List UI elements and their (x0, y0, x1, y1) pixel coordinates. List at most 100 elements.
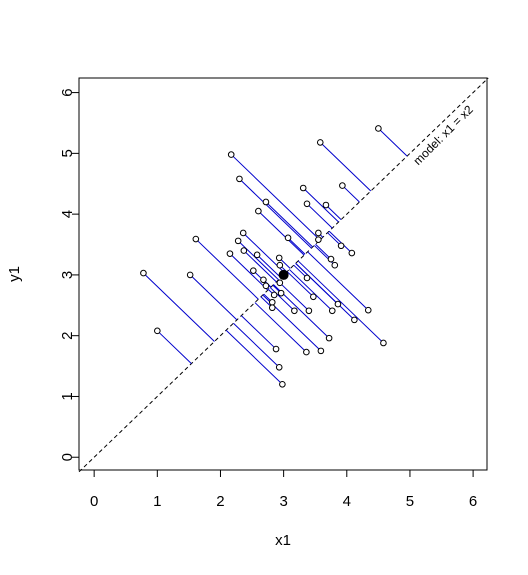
point (276, 279, 284, 287)
projection-segment (328, 230, 353, 254)
point (275, 363, 283, 371)
y-tick-label: 5 (59, 149, 76, 157)
point (226, 250, 234, 257)
point (284, 234, 292, 242)
projection-segment (243, 250, 277, 283)
projection-segment (295, 263, 355, 321)
point (328, 307, 336, 315)
point (140, 269, 147, 277)
point (270, 291, 278, 299)
projection-segment (258, 210, 305, 256)
annotation: model: x1 = x2 (411, 102, 477, 168)
point (236, 175, 243, 183)
x-tick-label: 2 (216, 493, 224, 510)
projection-segment (378, 128, 408, 157)
x-tick-label: 6 (469, 493, 477, 510)
point (268, 304, 276, 312)
x-tick-label: 0 (90, 493, 98, 510)
projection-segment (286, 271, 314, 298)
projection-segment (265, 201, 314, 248)
x-tick-label: 5 (406, 493, 414, 510)
projection-segment (230, 154, 321, 241)
point (272, 345, 280, 353)
point (327, 255, 335, 263)
projection-segment (189, 274, 238, 321)
point (303, 200, 311, 208)
projection-segment (239, 178, 312, 249)
projection-segment (156, 330, 192, 365)
point (317, 347, 325, 355)
projection-segment (240, 315, 277, 350)
projection-segment (233, 322, 280, 368)
x-tick-label: 1 (153, 493, 161, 510)
point (250, 267, 257, 274)
point (253, 251, 261, 259)
point (380, 339, 387, 347)
projection-segment (256, 254, 282, 279)
projection-segment (195, 238, 259, 300)
point (364, 306, 372, 314)
y-tick-label: 4 (59, 210, 76, 218)
point (331, 261, 339, 269)
point (299, 184, 307, 192)
y-axis-label: y1 (6, 266, 23, 282)
projection-segment (342, 185, 360, 203)
point (316, 139, 324, 146)
point (339, 182, 346, 189)
point (310, 293, 317, 301)
point (239, 229, 247, 237)
point (192, 235, 200, 243)
point (325, 334, 333, 342)
x-tick-label: 3 (279, 493, 287, 510)
point (276, 261, 284, 269)
point (262, 198, 270, 206)
point (279, 381, 286, 388)
projection-segment (319, 142, 372, 192)
projection-segment (270, 287, 295, 312)
center-point (278, 269, 289, 280)
point (303, 348, 310, 356)
point (305, 307, 313, 315)
point (337, 242, 345, 250)
y-tick-label: 1 (59, 392, 76, 400)
point (234, 237, 242, 245)
point (262, 282, 270, 290)
point (275, 254, 283, 262)
x-axis-label: x1 (275, 532, 291, 549)
projection-segment (229, 253, 269, 291)
y-tick-label: 0 (59, 453, 76, 461)
projection-segment (225, 329, 283, 385)
point (303, 274, 311, 282)
point (375, 125, 382, 132)
projection-segment (237, 240, 279, 281)
point (240, 247, 248, 254)
projection-segment (288, 269, 333, 312)
y-tick-label: 6 (59, 88, 76, 96)
projection-segment (277, 280, 310, 312)
point (348, 249, 356, 257)
point (291, 307, 298, 315)
projection-segment (287, 237, 306, 255)
point (334, 300, 342, 308)
y-tick-label: 3 (59, 271, 76, 279)
projection-segment (143, 272, 215, 342)
point (351, 316, 358, 324)
point (154, 327, 161, 335)
point (227, 151, 235, 158)
point (315, 236, 322, 243)
point (186, 271, 194, 279)
point (260, 276, 267, 284)
projection-segment (315, 243, 332, 260)
point (255, 207, 262, 215)
y-tick-label: 2 (59, 332, 76, 340)
projection-segment (254, 302, 307, 353)
projection-segment (307, 251, 369, 311)
point (315, 229, 322, 237)
point (322, 201, 330, 209)
point (277, 289, 285, 297)
point (268, 298, 276, 306)
projection-segment (297, 260, 384, 344)
x-tick-label: 4 (343, 493, 351, 510)
projection-segment (306, 203, 333, 229)
